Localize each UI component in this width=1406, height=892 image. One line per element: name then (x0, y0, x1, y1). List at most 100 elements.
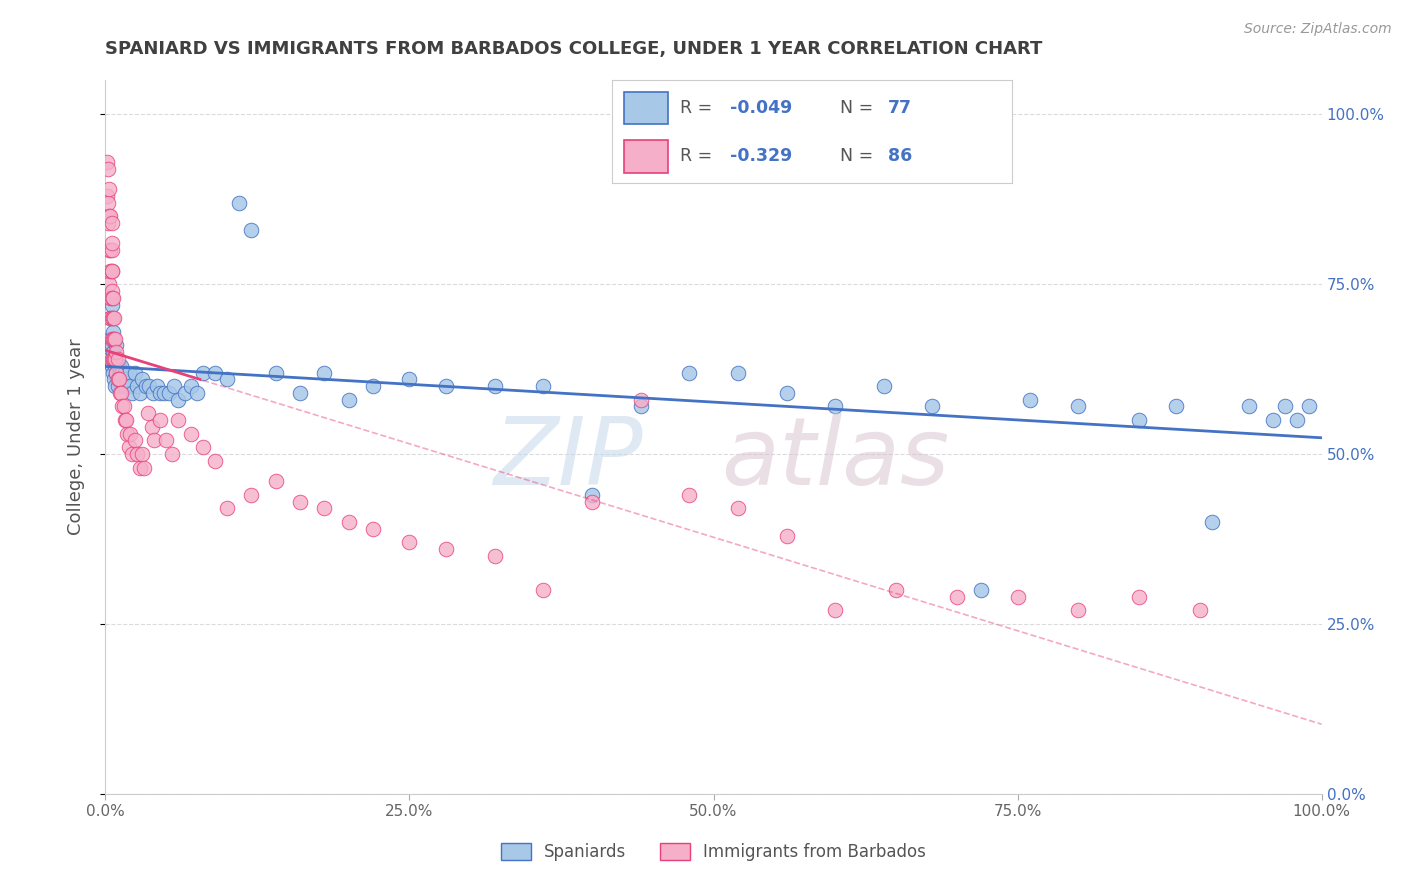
Point (228, 195, 250, 210)
Point (98, 311, 121, 326)
Point (101, 311, 124, 326)
Point (97, 195, 120, 210)
Point (1067, 400, 1090, 414)
Point (108, 385, 131, 400)
Point (180, 426, 202, 441)
Point (114, 366, 136, 380)
Point (98, 182, 121, 196)
Point (110, 359, 132, 373)
Point (101, 351, 124, 366)
Point (155, 434, 177, 448)
Point (105, 338, 128, 352)
Text: SPANIARD VS IMMIGRANTS FROM BARBADOS COLLEGE, UNDER 1 YEAR CORRELATION CHART: SPANIARD VS IMMIGRANTS FROM BARBADOS COL… (105, 40, 1043, 58)
Point (128, 385, 150, 400)
Point (104, 332, 127, 346)
Y-axis label: College, Under 1 year: College, Under 1 year (66, 339, 84, 535)
Point (1018, 392, 1040, 407)
Point (100, 243, 122, 257)
Point (1189, 603, 1212, 617)
Point (98, 332, 121, 346)
Text: -0.329: -0.329 (730, 147, 792, 165)
Point (112, 400, 135, 414)
Point (100, 351, 122, 366)
Point (314, 366, 336, 380)
Point (217, 372, 239, 386)
Point (121, 385, 143, 400)
Point (114, 413, 136, 427)
Point (117, 372, 139, 386)
Point (873, 379, 896, 393)
Bar (624, 140, 668, 173)
Point (105, 366, 128, 380)
Point (142, 385, 165, 400)
Point (921, 400, 943, 414)
Point (1128, 590, 1150, 604)
Point (112, 379, 135, 393)
Text: 77: 77 (889, 99, 912, 117)
Point (191, 440, 214, 454)
Point (630, 392, 652, 407)
Point (118, 426, 141, 441)
Point (128, 460, 150, 475)
Point (101, 345, 124, 359)
Point (157, 385, 180, 400)
Point (117, 440, 139, 454)
Point (107, 359, 129, 373)
Point (104, 359, 127, 373)
Point (100, 338, 122, 352)
Point (361, 522, 384, 536)
Point (1261, 413, 1284, 427)
Point (678, 366, 700, 380)
Point (1007, 590, 1029, 604)
Point (101, 291, 124, 305)
Point (131, 447, 153, 461)
Point (96, 154, 118, 169)
Point (191, 366, 214, 380)
Point (98, 209, 121, 223)
Point (149, 385, 172, 400)
Point (100, 332, 122, 346)
Point (240, 223, 263, 237)
Point (110, 385, 132, 400)
Point (100, 263, 122, 277)
Point (101, 366, 124, 380)
Point (108, 366, 131, 380)
Point (121, 447, 143, 461)
Point (630, 400, 652, 414)
Point (173, 385, 195, 400)
Point (970, 582, 993, 597)
Text: 86: 86 (889, 147, 912, 165)
Text: ZIP: ZIP (492, 413, 643, 504)
Point (100, 216, 122, 230)
Point (125, 447, 148, 461)
Point (104, 379, 127, 393)
Point (727, 501, 749, 516)
Point (264, 475, 287, 489)
Point (98, 311, 121, 326)
Point (98, 209, 121, 223)
Point (107, 372, 129, 386)
Point (136, 406, 159, 420)
Point (104, 351, 127, 366)
Point (1128, 413, 1150, 427)
Point (103, 311, 125, 326)
Point (217, 501, 239, 516)
Point (204, 366, 226, 380)
Point (398, 535, 420, 549)
Point (678, 488, 700, 502)
Point (111, 400, 134, 414)
Point (398, 372, 420, 386)
Point (97, 161, 120, 176)
Point (107, 379, 129, 393)
Point (103, 372, 125, 386)
Point (117, 426, 139, 441)
Point (484, 549, 506, 563)
Point (125, 379, 148, 393)
Point (98, 263, 121, 277)
Point (115, 413, 138, 427)
Point (727, 366, 749, 380)
Point (105, 345, 128, 359)
Point (118, 379, 141, 393)
Point (186, 385, 208, 400)
Point (117, 366, 139, 380)
